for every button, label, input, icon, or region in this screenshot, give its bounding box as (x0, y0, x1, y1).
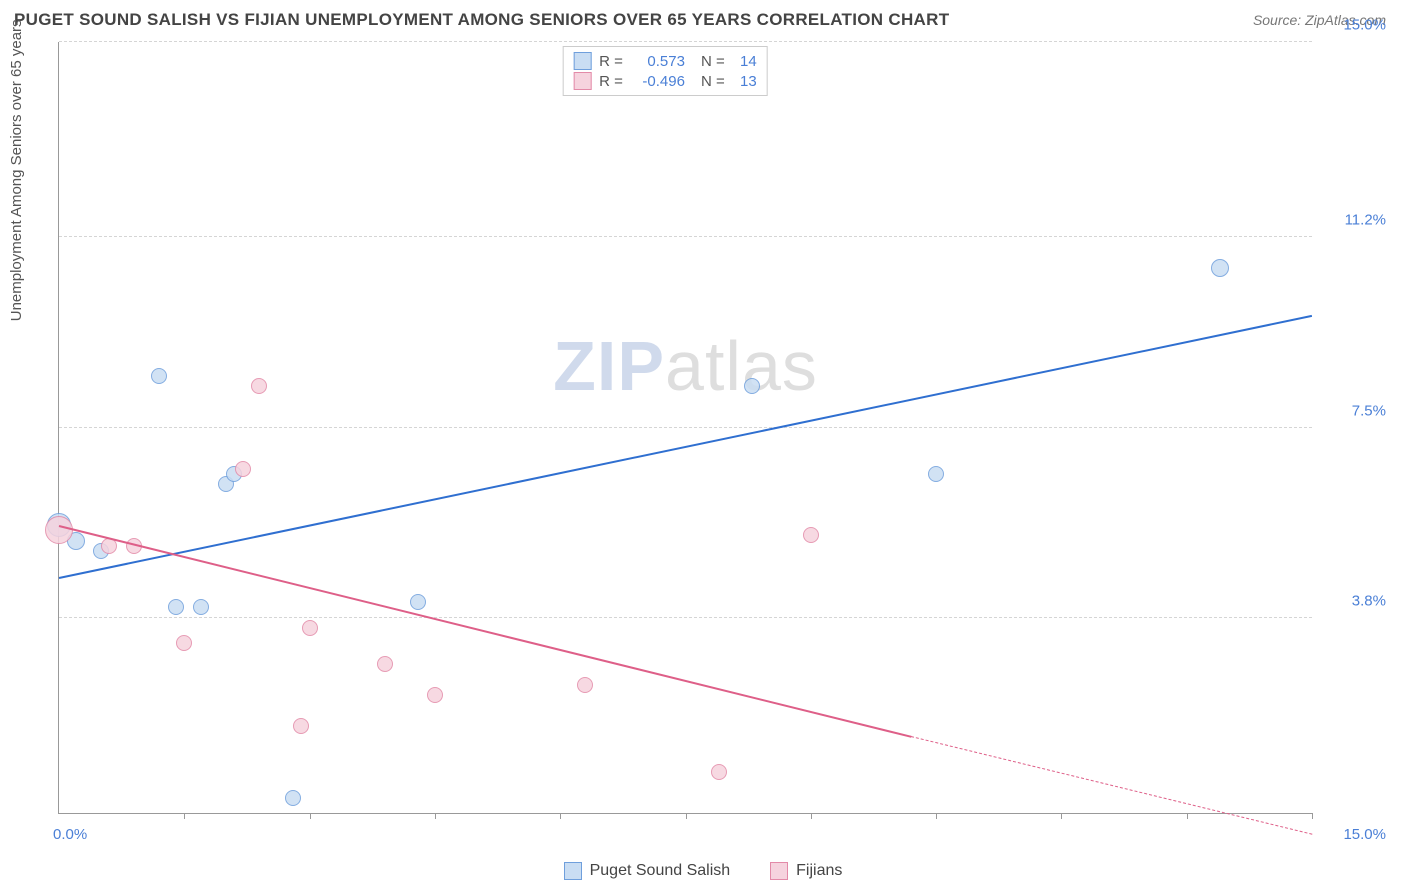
chart-container: Unemployment Among Seniors over 65 years… (14, 42, 1392, 842)
stats-legend-box: R = 0.573 N = 14 R = -0.496 N = 13 (562, 46, 768, 96)
data-point (168, 599, 184, 615)
gridline-h (59, 617, 1312, 618)
x-limit-label: 0.0% (53, 826, 87, 843)
watermark-text-a: ZIP (553, 327, 665, 405)
plot-area: ZIPatlas R =0.573N =14R =-0.496N =13 3.8… (58, 42, 1312, 814)
x-tick-mark (560, 813, 561, 819)
gridline-h (59, 236, 1312, 237)
stat-r-value: -0.496 (631, 73, 685, 90)
stat-r-label: R = (599, 73, 623, 90)
data-point (803, 527, 819, 543)
legend-item: Fijians (770, 862, 842, 880)
x-tick-mark (1312, 813, 1313, 819)
data-point (744, 378, 760, 394)
legend-label: Puget Sound Salish (590, 862, 731, 880)
stat-r-value: 0.573 (631, 53, 685, 70)
y-tick-label: 15.0% (1322, 17, 1386, 34)
data-point (1211, 259, 1229, 277)
data-point (711, 764, 727, 780)
stat-n-value: 14 (733, 53, 757, 70)
data-point (928, 466, 944, 482)
stat-r-label: R = (599, 53, 623, 70)
series-swatch (770, 862, 788, 880)
y-tick-label: 3.8% (1322, 592, 1386, 609)
x-limit-label: 15.0% (1343, 826, 1386, 843)
data-point (377, 656, 393, 672)
x-tick-mark (184, 813, 185, 819)
y-axis-label: Unemployment Among Seniors over 65 years (8, 19, 25, 321)
data-point (302, 620, 318, 636)
data-point (235, 461, 251, 477)
x-tick-mark (1061, 813, 1062, 819)
trend-line (59, 314, 1312, 578)
x-tick-mark (686, 813, 687, 819)
x-tick-mark (1187, 813, 1188, 819)
legend-item: Puget Sound Salish (564, 862, 731, 880)
legend-label: Fijians (796, 862, 842, 880)
chart-title: PUGET SOUND SALISH VS FIJIAN UNEMPLOYMEN… (14, 10, 949, 30)
data-point (151, 368, 167, 384)
data-point (176, 635, 192, 651)
data-point (293, 718, 309, 734)
data-point (577, 677, 593, 693)
data-point (410, 594, 426, 610)
stat-n-label: N = (701, 53, 725, 70)
x-tick-mark (310, 813, 311, 819)
stat-n-value: 13 (733, 73, 757, 90)
stat-n-label: N = (701, 73, 725, 90)
x-tick-mark (435, 813, 436, 819)
data-point (45, 516, 73, 544)
data-point (285, 790, 301, 806)
gridline-h (59, 41, 1312, 42)
trend-line (59, 525, 912, 738)
series-swatch (573, 72, 591, 90)
y-tick-label: 11.2% (1322, 212, 1386, 229)
data-point (427, 687, 443, 703)
stats-row: R = 0.573 N = 14 (573, 51, 757, 71)
series-legend: Puget Sound Salish Fijians (0, 862, 1406, 880)
trend-line (911, 736, 1312, 835)
series-swatch (573, 52, 591, 70)
y-tick-label: 7.5% (1322, 402, 1386, 419)
watermark: ZIPatlas (553, 326, 818, 406)
x-tick-mark (811, 813, 812, 819)
gridline-h (59, 427, 1312, 428)
stats-row: R = -0.496 N = 13 (573, 71, 757, 91)
x-tick-mark (936, 813, 937, 819)
series-swatch (564, 862, 582, 880)
data-point (193, 599, 209, 615)
watermark-text-b: atlas (665, 327, 818, 405)
source-prefix: Source: (1253, 12, 1305, 28)
data-point (251, 378, 267, 394)
